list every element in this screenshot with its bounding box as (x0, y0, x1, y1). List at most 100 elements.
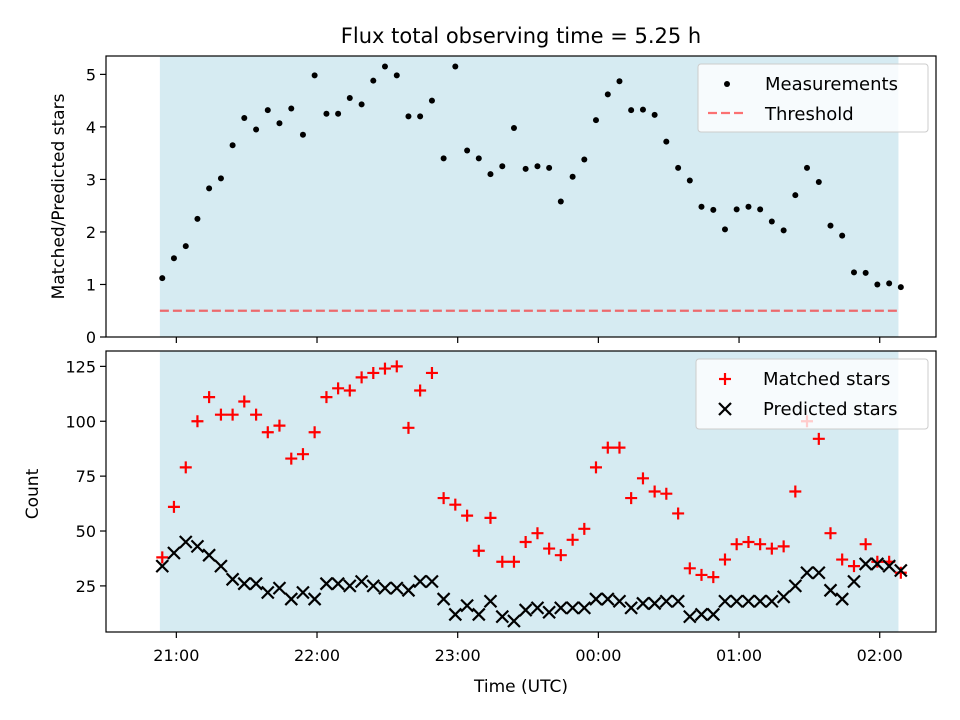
matched-star-point (496, 555, 509, 568)
top-legend: Measurements Threshold (697, 63, 929, 133)
x-tick-label: 00:00 (575, 646, 621, 665)
measurement-point (417, 113, 424, 120)
matched-star-point (543, 542, 556, 555)
measurement-point (581, 156, 588, 163)
matched-star-point (566, 533, 579, 546)
predicted-star-point (413, 574, 427, 589)
measurement-point (803, 164, 810, 171)
predicted-star-point (518, 603, 533, 617)
matched-star-point (683, 562, 696, 575)
matched-star-point (648, 485, 661, 498)
measurement-point (780, 227, 787, 234)
matched-star-point (414, 384, 427, 397)
matched-star-point (672, 507, 685, 520)
matched-star-point (332, 382, 345, 395)
measurement-point (663, 138, 670, 145)
matched-star-point (754, 538, 767, 551)
measurement-point (264, 107, 271, 114)
matched-star-point (847, 560, 860, 573)
measurement-point (311, 72, 318, 79)
matched-star-point (531, 527, 544, 540)
matched-star-point (613, 441, 626, 454)
top-y-tick-label: 5 (86, 65, 96, 84)
measurement-point (897, 284, 904, 291)
top-y-tick-label: 1 (86, 275, 96, 294)
measurement-point (815, 179, 822, 186)
predicted-star-point (202, 548, 216, 562)
measurement-point (475, 155, 482, 162)
matched-star-point (730, 538, 743, 551)
predicted-star-point (261, 585, 275, 600)
matched-star-point (601, 441, 614, 454)
measurement-point (452, 63, 459, 70)
predicted-star-point (237, 576, 252, 591)
measurement-point (592, 117, 599, 124)
matched-star-point (472, 544, 485, 557)
matched-star-point (167, 500, 180, 513)
measurement-point (159, 275, 166, 282)
measurement-point (229, 142, 236, 149)
matched-star-point (285, 452, 298, 465)
predicted-star-point (284, 592, 299, 606)
predicted-star-point (495, 609, 510, 624)
predicted-star-point (776, 590, 791, 604)
predicted-star-point (319, 576, 334, 591)
measurement-point (569, 173, 576, 180)
bottom-legend: Matched stars Predicted stars (695, 358, 929, 430)
measurement-point (299, 131, 306, 138)
bottom-y-tick-label: 25 (76, 577, 96, 596)
bottom-y-tick-label: 50 (76, 522, 96, 541)
measurement-point (405, 113, 412, 120)
predicted-star-point (565, 601, 580, 615)
measurement-point (499, 163, 506, 170)
predicted-star-point (577, 601, 592, 615)
top-y-tick-label: 2 (86, 223, 96, 242)
matched-star-point (273, 419, 286, 432)
predicted-star-point (331, 576, 345, 591)
matched-star-point (449, 498, 462, 511)
measurement-point (651, 111, 658, 118)
top-y-tick-label: 4 (86, 118, 96, 137)
predicted-star-point (659, 594, 674, 609)
matched-star-point (625, 492, 638, 505)
matched-star-point (765, 542, 778, 555)
predicted-star-point (624, 601, 638, 615)
x-tick-label: 23:00 (435, 646, 481, 665)
matched-star-point (707, 571, 720, 584)
top-y-tick-label: 0 (86, 328, 96, 347)
measurement-point (346, 95, 353, 102)
measurement-point (464, 147, 471, 154)
matched-star-point (214, 408, 227, 421)
predicted-star-point (425, 574, 439, 589)
predicted-star-point (554, 601, 568, 615)
measurement-point (792, 192, 799, 199)
predicted-star-point (472, 607, 486, 622)
measurement-point (639, 106, 646, 113)
matched-star-point (718, 553, 731, 566)
x-tick-label: 02:00 (857, 646, 903, 665)
predicted-star-point (366, 579, 381, 593)
predicted-star-point (835, 592, 849, 606)
measurement-point (170, 255, 177, 262)
measurement-point (522, 165, 529, 172)
matched-star-point (320, 391, 333, 404)
matched-star-point (777, 540, 790, 553)
bottom-y-tick-label: 75 (76, 467, 96, 486)
measurement-point (745, 203, 752, 210)
matched-star-point (250, 408, 263, 421)
legend-marker-measurements (724, 81, 730, 87)
matched-star-point (660, 487, 673, 500)
matched-star-point (742, 535, 755, 548)
measurement-point (241, 114, 248, 121)
legend-marker-predicted (718, 402, 732, 416)
matched-star-point (519, 535, 532, 548)
matched-star-point (507, 555, 520, 568)
matched-star-point (894, 566, 907, 579)
predicted-star-point (436, 592, 451, 606)
predicted-star-point (671, 594, 685, 609)
x-tick-label: 21:00 (153, 646, 199, 665)
matched-star-point (836, 553, 849, 566)
matched-star-point (589, 461, 602, 474)
bottom-legend-box (695, 358, 929, 430)
